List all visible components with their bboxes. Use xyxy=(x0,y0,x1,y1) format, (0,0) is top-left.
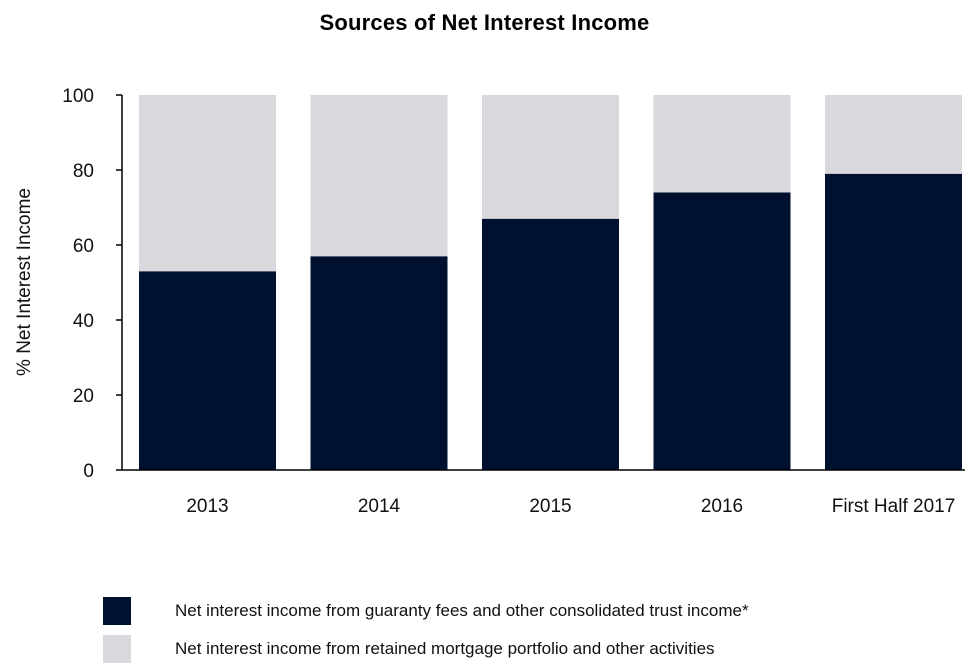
legend-label-guaranty-fees: Net interest income from guaranty fees a… xyxy=(175,601,749,620)
x-tick-label-2: 2015 xyxy=(529,496,571,517)
bar-guaranty-fees-1 xyxy=(310,256,448,470)
bar-guaranty-fees-0 xyxy=(139,271,276,470)
y-tick-label-3: 60 xyxy=(73,236,94,257)
y-axis-label: % Net Interest Income xyxy=(14,188,35,376)
stacked-bar-chart: 0 20 40 60 80 100 2013 2014 2015 2016 First Half … xyxy=(14,86,965,517)
bars-layer xyxy=(139,95,962,470)
chart-title: Sources of Net Interest Income xyxy=(319,10,650,35)
bar-guaranty-fees-3 xyxy=(653,192,791,470)
y-tick-label-1: 20 xyxy=(73,386,94,407)
legend-swatch-guaranty-fees xyxy=(103,597,131,625)
y-tick-label-2: 40 xyxy=(73,311,94,332)
x-ticks-layer: 2013 2014 2015 2016 First Half 2017 xyxy=(186,496,955,517)
bar-retained-portfolio-1 xyxy=(310,95,448,257)
legend-label-retained-portfolio: Net interest income from retained mortga… xyxy=(175,639,715,658)
y-tick-label-4: 80 xyxy=(73,161,94,182)
y-ticks-layer: 0 20 40 60 80 100 xyxy=(62,86,122,482)
bar-retained-portfolio-3 xyxy=(653,95,791,193)
bar-retained-portfolio-2 xyxy=(482,95,619,219)
x-tick-label-3: 2016 xyxy=(701,496,743,517)
x-tick-label-1: 2014 xyxy=(358,496,401,517)
legend-item-retained-portfolio: Net interest income from retained mortga… xyxy=(103,634,715,664)
bar-guaranty-fees-2 xyxy=(482,218,619,470)
bar-retained-portfolio-0 xyxy=(139,95,276,272)
x-tick-label-0: 2013 xyxy=(186,496,228,517)
x-tick-label-4: First Half 2017 xyxy=(832,496,956,517)
legend-item-guaranty-fees: Net interest income from guaranty fees a… xyxy=(103,596,749,626)
bar-guaranty-fees-4 xyxy=(825,173,962,470)
y-tick-label-0: 0 xyxy=(83,461,94,482)
y-tick-label-5: 100 xyxy=(62,86,94,107)
legend-swatch-retained-portfolio xyxy=(103,635,131,663)
bar-retained-portfolio-4 xyxy=(825,95,962,174)
